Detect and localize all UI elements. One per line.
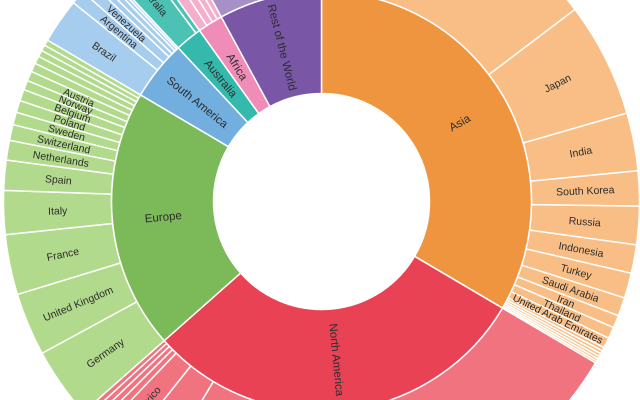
segment-asia[interactable] <box>320 0 533 309</box>
segment-north-america[interactable] <box>163 255 504 400</box>
segment-europe[interactable] <box>110 94 242 342</box>
segment-rest-of-the-world[interactable] <box>220 0 323 108</box>
